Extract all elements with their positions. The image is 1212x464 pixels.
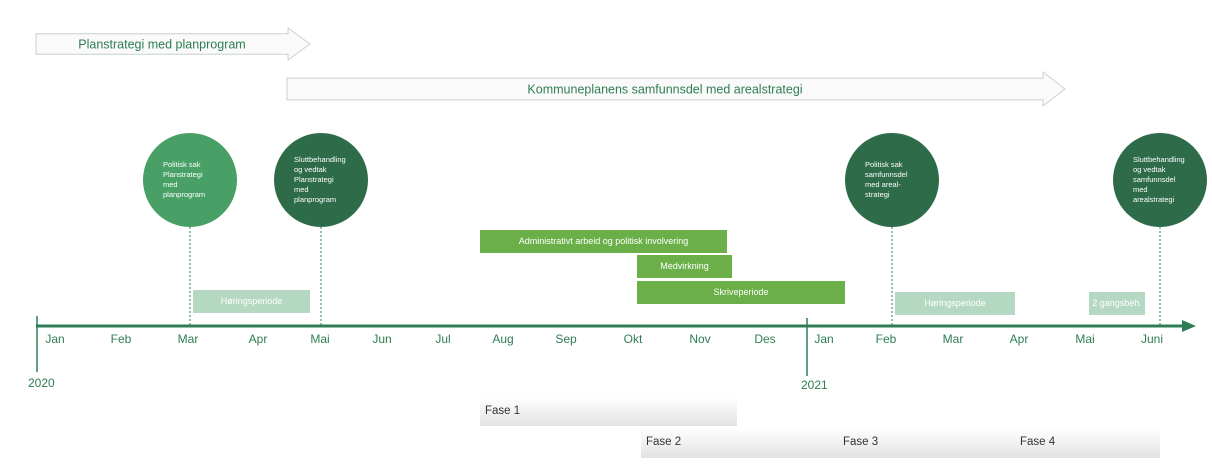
month-label: Jan <box>45 332 64 346</box>
milestone <box>1113 133 1207 227</box>
month-label: Nov <box>689 332 710 346</box>
milestone-text: Planstrategi <box>163 170 203 179</box>
process-arrow <box>286 70 1066 108</box>
arrow-label: Kommuneplanens samfunnsdel med arealstra… <box>527 82 802 96</box>
milestone-text: Politisk sak <box>163 160 201 169</box>
milestone-text: og vedtak <box>1133 165 1166 174</box>
phase-label: Fase 3 <box>843 436 878 448</box>
phase-box <box>641 428 838 458</box>
activity-label: Medvirkning <box>660 261 709 271</box>
milestone <box>274 133 368 227</box>
month-label: Mar <box>178 332 199 346</box>
period-box <box>1089 292 1145 315</box>
month-label: Mar <box>943 332 964 346</box>
arrow-label: Planstrategi med planprogram <box>78 37 245 51</box>
phase-label: Fase 4 <box>1020 436 1056 448</box>
month-label: Feb <box>111 332 132 346</box>
month-label: Sep <box>555 332 577 346</box>
month-label: Aug <box>492 332 513 346</box>
milestone <box>143 133 237 227</box>
milestone-text: med <box>163 180 178 189</box>
milestone-text: samfunnsdel <box>1133 175 1176 184</box>
milestone <box>845 133 939 227</box>
activity-bar <box>637 281 845 304</box>
month-label: Jul <box>435 332 450 346</box>
milestone-text: Planstrategi <box>294 175 334 184</box>
month-label: Apr <box>249 332 268 346</box>
activity-bar <box>480 230 727 253</box>
phase-label: Fase 2 <box>646 436 681 448</box>
period-label: Høringsperiode <box>221 296 283 306</box>
activity-label: Administrativt arbeid og politisk involv… <box>519 236 689 246</box>
month-label: Jun <box>372 332 391 346</box>
month-label: Feb <box>876 332 897 346</box>
milestone-text: planprogram <box>163 190 205 199</box>
month-label: Apr <box>1010 332 1029 346</box>
activity-label: Skriveperiode <box>713 287 768 297</box>
period-box <box>895 292 1015 315</box>
year-label: 2020 <box>28 376 55 390</box>
phase-label: Fase 1 <box>485 405 520 417</box>
activity-bar <box>637 255 732 278</box>
period-label: Høringsperiode <box>924 298 986 308</box>
milestone-text: med areal- <box>865 180 901 189</box>
milestone-text: planprogram <box>294 195 336 204</box>
period-label: 2 gangsbeh. <box>1092 298 1142 308</box>
milestone-text: strategi <box>865 190 890 199</box>
month-label: Des <box>754 332 775 346</box>
milestone-text: Sluttbehandling <box>1133 155 1185 164</box>
phase-box <box>1015 428 1160 458</box>
milestone-text: samfunnsdel <box>865 170 908 179</box>
milestone-text: Sluttbehandling <box>294 155 346 164</box>
month-label: Mai <box>1075 332 1094 346</box>
month-label: Juni <box>1141 332 1163 346</box>
period-box <box>193 290 310 313</box>
milestone-text: og vedtak <box>294 165 327 174</box>
axis-arrowhead <box>1182 320 1196 332</box>
milestone-text: Politisk sak <box>865 160 903 169</box>
year-label: 2021 <box>801 378 828 392</box>
month-label: Mai <box>310 332 329 346</box>
month-label: Okt <box>624 332 643 346</box>
month-label: Jan <box>814 332 833 346</box>
milestone-text: med <box>294 185 309 194</box>
phase-box <box>838 428 1015 458</box>
milestone-text: arealstrategi <box>1133 195 1175 204</box>
process-arrow <box>35 27 311 61</box>
milestone-text: med <box>1133 185 1148 194</box>
phase-box <box>480 398 737 426</box>
